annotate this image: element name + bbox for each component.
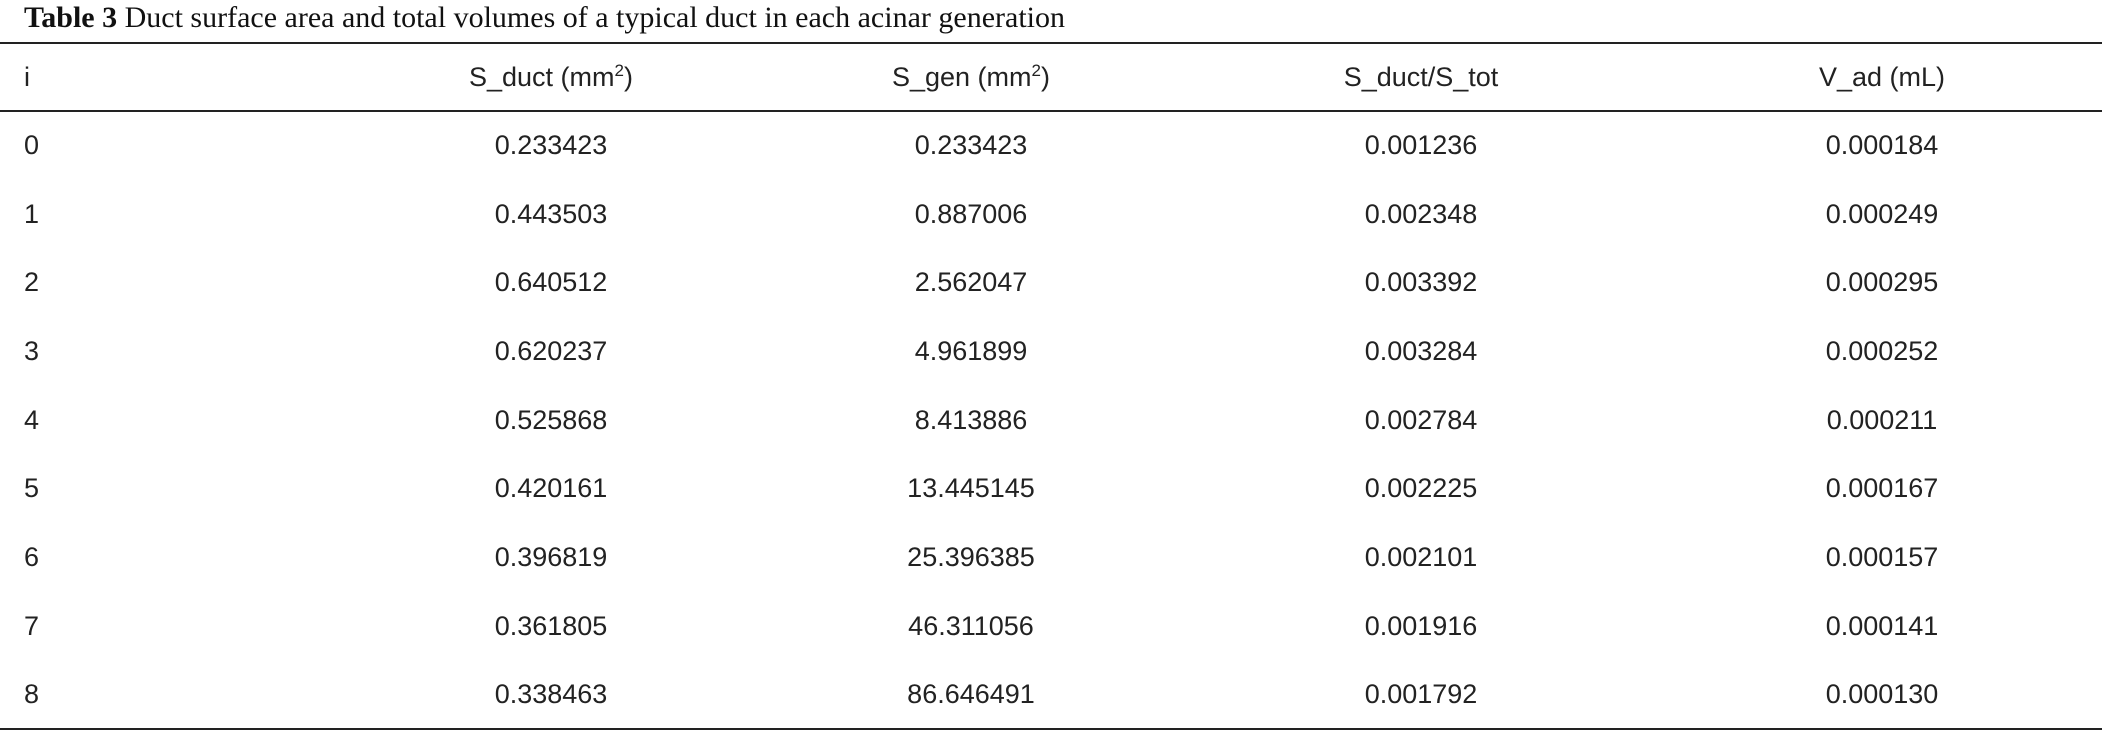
table-cell: 0.233423 [494, 130, 608, 161]
table-cell: 0.000295 [1825, 267, 1939, 298]
table-cell: 0.620237 [494, 335, 608, 366]
table-cell: 0.640512 [494, 267, 608, 298]
table-cell: 0.000184 [1825, 130, 1939, 161]
table-cell: 0.887006 [914, 198, 1028, 229]
caption-text: Duct surface area and total volumes of a… [124, 1, 1065, 34]
table-cell: 0.003392 [1364, 267, 1478, 298]
table-cell: 0.000130 [1825, 678, 1939, 709]
table-cell: 7 [24, 610, 40, 641]
table-cell: 4.961899 [914, 335, 1028, 366]
header-row: i S_duct (mm2) S_gen (mm2) S_duct/S_tot V_ad… [0, 43, 2102, 111]
column-header: S_gen (mm2) [762, 43, 1180, 111]
table-cell: 0.002784 [1364, 404, 1478, 435]
table-row: 1 0.443503 0.887006 0.002348 0.000249 [0, 180, 2102, 249]
table-cell: 3 [24, 335, 40, 366]
table-cell: 8.413886 [914, 404, 1028, 435]
column-header: S_duct/S_tot [1343, 61, 1499, 92]
table-cell: 0.002225 [1364, 473, 1478, 504]
table-row: 0 0.233423 0.233423 0.001236 0.000184 [0, 111, 2102, 180]
table-cell: 0.361805 [494, 610, 608, 641]
table-cell: 4 [24, 404, 40, 435]
table-cell: 0.002101 [1364, 541, 1478, 572]
table-row: 4 0.525868 8.413886 0.002784 0.000211 [0, 386, 2102, 455]
table-cell: 46.311056 [908, 610, 1034, 641]
table-cell: 0.233423 [914, 130, 1028, 161]
table-cell: 6 [24, 541, 40, 572]
header-text: ) [624, 61, 633, 92]
table-cell: 5 [24, 473, 40, 504]
table-cell: 1 [24, 198, 40, 229]
table-row: 5 0.420161 13.445145 0.002225 0.000167 [0, 454, 2102, 523]
table-cell: 13.445145 [907, 473, 1035, 504]
column-header: i [24, 61, 30, 92]
table-cell: 0.000141 [1825, 610, 1939, 641]
table-cell: 0.443503 [494, 198, 608, 229]
table-cell: 0.000157 [1825, 541, 1939, 572]
table-cell: 2.562047 [914, 267, 1028, 298]
header-superscript: 2 [614, 60, 624, 80]
table-caption: Table 3 Duct surface area and total volu… [0, 0, 2102, 42]
table-row: 2 0.640512 2.562047 0.003392 0.000295 [0, 248, 2102, 317]
table-cell: 0.002348 [1364, 198, 1478, 229]
header-text: S_gen (mm [891, 61, 1032, 92]
table-cell: 8 [24, 678, 40, 709]
header-text: ) [1041, 61, 1051, 92]
caption-label: Table 3 [24, 1, 118, 34]
table-cell: 0.000167 [1825, 473, 1939, 504]
table-row: 3 0.620237 4.961899 0.003284 0.000252 [0, 317, 2102, 386]
table-row: 7 0.361805 46.311056 0.001916 0.000141 [0, 592, 2102, 661]
table-cell: 0.003284 [1364, 335, 1478, 366]
table-row: 6 0.396819 25.396385 0.002101 0.000157 [0, 523, 2102, 592]
table-cell: 0.001236 [1364, 130, 1478, 161]
table-cell: 0.396819 [494, 541, 608, 572]
table-cell: 86.646491 [907, 678, 1035, 709]
table-cell: 0.001792 [1364, 678, 1478, 709]
table-cell: 0.001916 [1364, 610, 1478, 641]
header-text: S_duct (mm [468, 61, 615, 92]
table-cell: 0 [24, 130, 40, 161]
table-cell: 2 [24, 267, 40, 298]
table-cell: 0.420161 [494, 473, 608, 504]
table-body: 0 0.233423 0.233423 0.001236 0.000184 1 0.4435… [0, 111, 2102, 730]
header-superscript: 2 [1031, 60, 1042, 80]
table-header: i S_duct (mm2) S_gen (mm2) S_duct/S_tot V_ad… [0, 43, 2102, 111]
table-row: 8 0.338463 86.646491 0.001792 0.000130 [0, 661, 2102, 730]
data-table: i S_duct (mm2) S_gen (mm2) S_duct/S_tot V_ad… [0, 42, 2102, 730]
table-cell: 25.396385 [907, 541, 1035, 572]
table-cell: 0.525868 [494, 404, 608, 435]
table-cell: 0.338463 [494, 678, 608, 709]
column-header: V_ad (mL) [1818, 61, 1946, 92]
column-header: S_duct (mm2) [340, 43, 762, 111]
table-cell: 0.000211 [1826, 404, 1938, 435]
table-cell: 0.000249 [1825, 198, 1939, 229]
table-cell: 0.000252 [1825, 335, 1939, 366]
